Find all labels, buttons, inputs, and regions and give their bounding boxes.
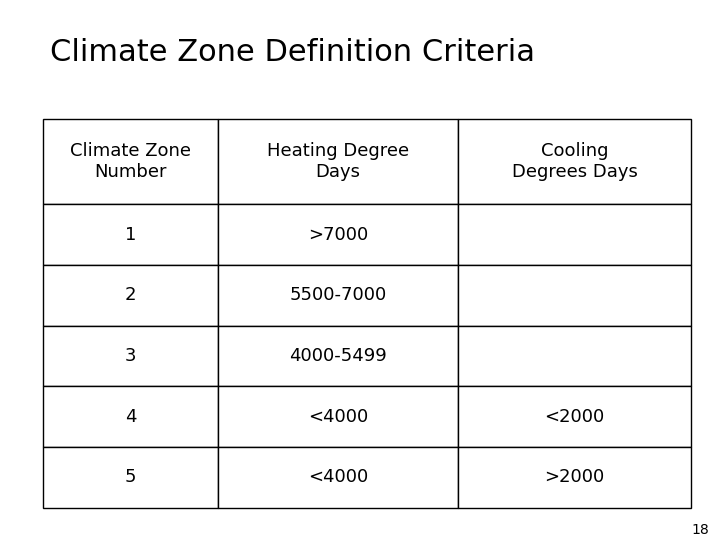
Bar: [218, 386, 458, 447]
Text: 18: 18: [691, 523, 709, 537]
Text: 5500-7000: 5500-7000: [289, 286, 387, 305]
Bar: [218, 265, 458, 326]
Text: Heating Degree
Days: Heating Degree Days: [267, 142, 409, 181]
Text: 1: 1: [125, 226, 136, 244]
Text: >2000: >2000: [544, 468, 605, 487]
Bar: [218, 447, 458, 508]
Text: 3: 3: [125, 347, 136, 365]
Text: 2: 2: [125, 286, 136, 305]
Text: >7000: >7000: [308, 226, 368, 244]
Bar: [458, 326, 691, 386]
Bar: [458, 265, 691, 326]
Bar: [458, 447, 691, 508]
Text: 5: 5: [125, 468, 136, 487]
Text: Cooling
Degrees Days: Cooling Degrees Days: [512, 142, 637, 181]
Text: <4000: <4000: [308, 468, 368, 487]
Bar: [43, 447, 218, 508]
Text: 4000-5499: 4000-5499: [289, 347, 387, 365]
Text: 4: 4: [125, 408, 136, 426]
Text: Climate Zone Definition Criteria: Climate Zone Definition Criteria: [50, 38, 536, 67]
Bar: [43, 386, 218, 447]
Bar: [43, 204, 218, 265]
Bar: [43, 265, 218, 326]
Text: <4000: <4000: [308, 408, 368, 426]
Bar: [43, 326, 218, 386]
Bar: [458, 119, 691, 204]
Bar: [458, 386, 691, 447]
Text: Climate Zone
Number: Climate Zone Number: [70, 142, 192, 181]
Bar: [218, 326, 458, 386]
Bar: [218, 119, 458, 204]
Bar: [218, 204, 458, 265]
Bar: [43, 119, 218, 204]
Bar: [458, 204, 691, 265]
Text: <2000: <2000: [544, 408, 605, 426]
